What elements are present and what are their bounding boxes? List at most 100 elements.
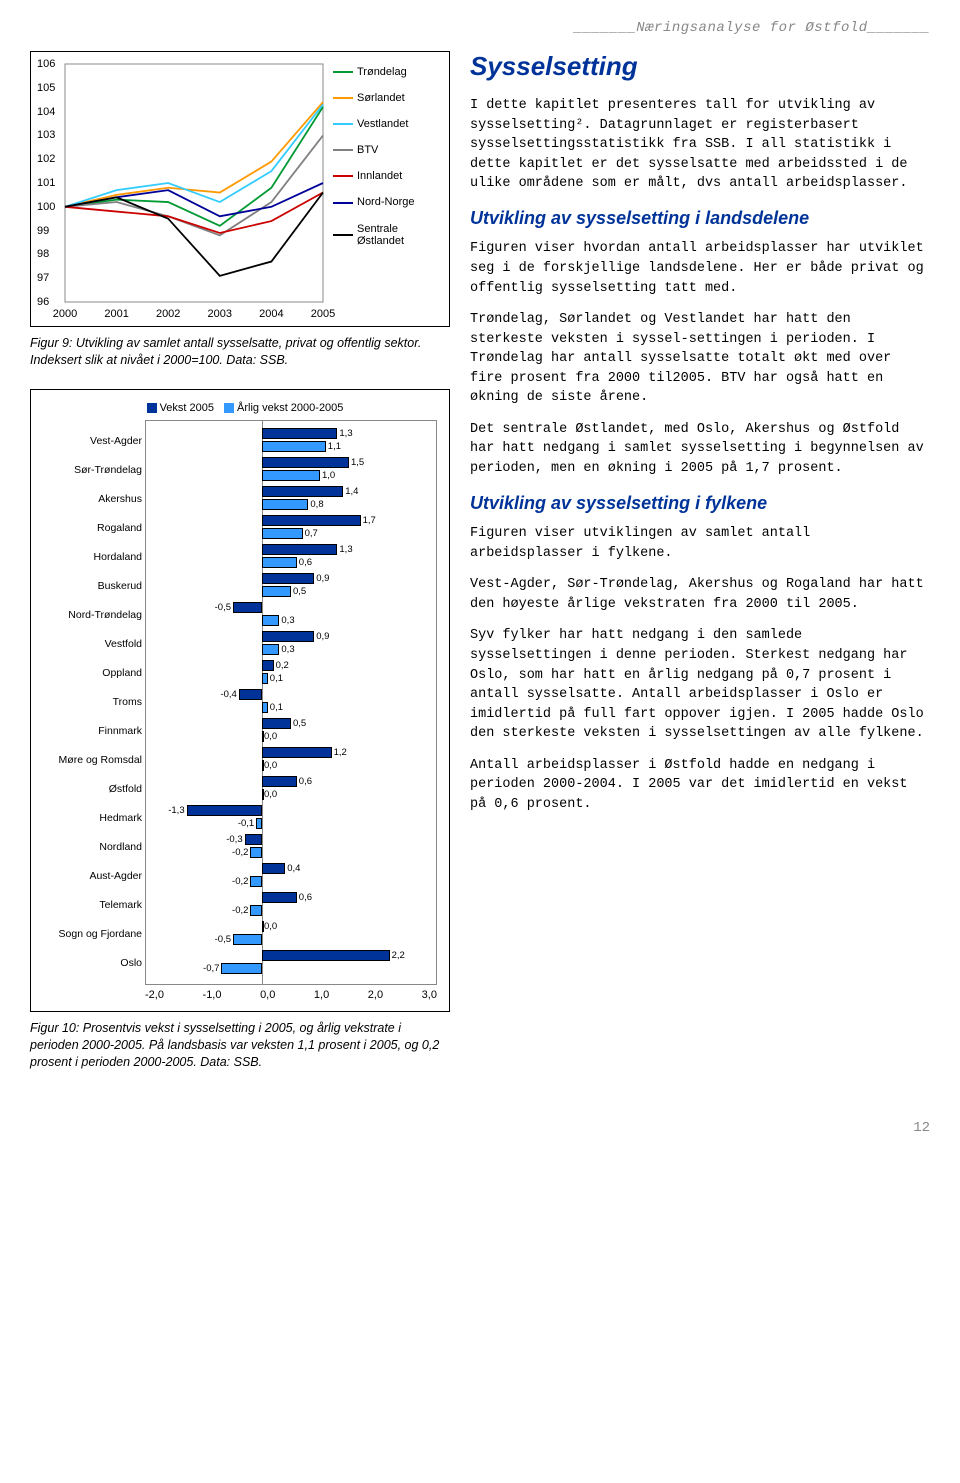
legend-item: Innlandet: [333, 170, 437, 182]
subtitle-fylkene: Utvikling av sysselsetting i fylkene: [470, 493, 930, 515]
bar-pair: 0,6 -0,2: [146, 891, 436, 919]
bar-value-label: -1,3: [168, 805, 184, 816]
bar: [262, 644, 279, 655]
bar-value-label: 1,3: [339, 544, 352, 555]
bar-row: Østfold0,60,0: [146, 775, 436, 803]
bar-chart-box: Vekst 2005Årlig vekst 2000-2005 Vest-Agd…: [30, 389, 450, 1012]
legend-swatch: [333, 123, 353, 125]
page-number: 12: [30, 1120, 930, 1136]
bar-row: Troms-0,40,1: [146, 688, 436, 716]
bar-category-label: Nord-Trøndelag: [38, 610, 142, 621]
legend-label: Sørlandet: [357, 92, 405, 104]
bar-value-label: 0,6: [299, 776, 312, 787]
bar-category-label: Sør-Trøndelag: [38, 465, 142, 476]
bar-chart-rows: Vest-Agder1,31,1Sør-Trøndelag1,51,0Akers…: [145, 420, 437, 985]
bar-value-label: 1,0: [322, 470, 335, 481]
bar: [262, 586, 291, 597]
bar-row: Akershus1,40,8: [146, 485, 436, 513]
legend-swatch: [333, 234, 353, 236]
bar-value-label: 0,4: [287, 863, 300, 874]
bar: [262, 776, 297, 787]
right-column: Sysselsetting I dette kapitlet presenter…: [470, 51, 930, 1090]
line-chart-plot: 9697989910010110210310410510620002001200…: [37, 60, 327, 320]
bar-pair: 0,4-0,2: [146, 862, 436, 890]
bar-value-label: 0,2: [276, 660, 289, 671]
bar-row: Nordland-0,3-0,2: [146, 833, 436, 861]
bar: [262, 673, 268, 684]
bar-row: Nord-Trøndelag-0,50,3: [146, 601, 436, 629]
bar: [262, 470, 320, 481]
legend-item: Trøndelag: [333, 66, 437, 78]
bar-value-label: 0,7: [305, 528, 318, 539]
bar: [239, 689, 262, 700]
bar-value-label: -0,5: [215, 934, 231, 945]
x-tick-label: 3,0: [422, 989, 437, 1001]
bar-category-label: Nordland: [38, 842, 142, 853]
bar-category-label: Telemark: [38, 900, 142, 911]
bar-category-label: Oppland: [38, 668, 142, 679]
bar: [262, 428, 337, 439]
main-title: Sysselsetting: [470, 51, 930, 82]
bar-value-label: -0,7: [203, 963, 219, 974]
x-tick-label: 0,0: [260, 989, 275, 1001]
bar-category-label: Vestfold: [38, 639, 142, 650]
bar-value-label: 0,9: [316, 631, 329, 642]
bar-row: Hedmark-1,3-0,1: [146, 804, 436, 832]
bar-row: Hordaland1,30,6: [146, 543, 436, 571]
bar-row: Oslo2,2-0,7: [146, 949, 436, 977]
bar-pair: 0,60,0: [146, 775, 436, 803]
bar-value-label: -0,5: [215, 602, 231, 613]
bar-pair: -0,40,1: [146, 688, 436, 716]
bar-row: Oppland0,20,1: [146, 659, 436, 687]
bar-value-label: 1,5: [351, 457, 364, 468]
bar-category-label: Østfold: [38, 784, 142, 795]
bar-value-label: -0,1: [238, 818, 254, 829]
legend-swatch: [333, 202, 353, 204]
paragraph-7: Syv fylker har hatt nedgang i den samled…: [470, 626, 930, 743]
paragraph-5: Figuren viser utviklingen av samlet anta…: [470, 524, 930, 563]
bar-value-label: 1,4: [345, 486, 358, 497]
bar-category-label: Rogaland: [38, 523, 142, 534]
figure-9-caption: Figur 9: Utvikling av samlet antall syss…: [30, 335, 450, 369]
bar-pair: 1,3 0,6: [146, 543, 436, 571]
bar-chart-legend: Vekst 2005Årlig vekst 2000-2005: [39, 402, 441, 414]
bar-row: Sør-Trøndelag1,51,0: [146, 456, 436, 484]
bar-row: Møre og Romsdal1,20,0: [146, 746, 436, 774]
bar: [262, 499, 308, 510]
bar-value-label: 0,5: [293, 586, 306, 597]
legend-label: Sentrale Østlandet: [357, 223, 437, 247]
bar-value-label: 0,5: [293, 718, 306, 729]
bar: [262, 702, 268, 713]
bar-row: Vestfold0,90,3: [146, 630, 436, 658]
bar: [262, 544, 337, 555]
bar-value-label: 2,2: [392, 950, 405, 961]
bar: [262, 718, 291, 729]
bar-value-label: -0,2: [232, 847, 248, 858]
line-chart-box: 9697989910010110210310410510620002001200…: [30, 51, 450, 327]
bar: [262, 486, 343, 497]
bar-x-axis: -2,0-1,00,01,02,03,0: [145, 989, 437, 1001]
legend-swatch: [333, 97, 353, 99]
bar-row: Finnmark0,50,0: [146, 717, 436, 745]
bar-value-label: 0,9: [316, 573, 329, 584]
bar: [262, 441, 326, 452]
bar-row: Aust-Agder0,4-0,2: [146, 862, 436, 890]
bar: [262, 557, 297, 568]
bar: [250, 876, 262, 887]
legend-label: BTV: [357, 144, 378, 156]
bar-value-label: 0,1: [270, 673, 283, 684]
bar-value-label: 1,3: [339, 428, 352, 439]
x-tick-label: -1,0: [203, 989, 222, 1001]
bar-row: Sogn og Fjordane0,0-0,5: [146, 920, 436, 948]
x-tick-label: 2,0: [368, 989, 383, 1001]
figure-10-caption: Figur 10: Prosentvis vekst i sysselsetti…: [30, 1020, 450, 1071]
bar: [250, 847, 262, 858]
legend-item: BTV: [333, 144, 437, 156]
legend-swatch: [333, 71, 353, 73]
bar-value-label: 0,0: [264, 731, 277, 742]
bar-value-label: 0,6: [299, 892, 312, 903]
bar-value-label: -0,2: [232, 905, 248, 916]
bar-value-label: 0,8: [310, 499, 323, 510]
x-tick-label: -2,0: [145, 989, 164, 1001]
bar-value-label: 0,6: [299, 557, 312, 568]
